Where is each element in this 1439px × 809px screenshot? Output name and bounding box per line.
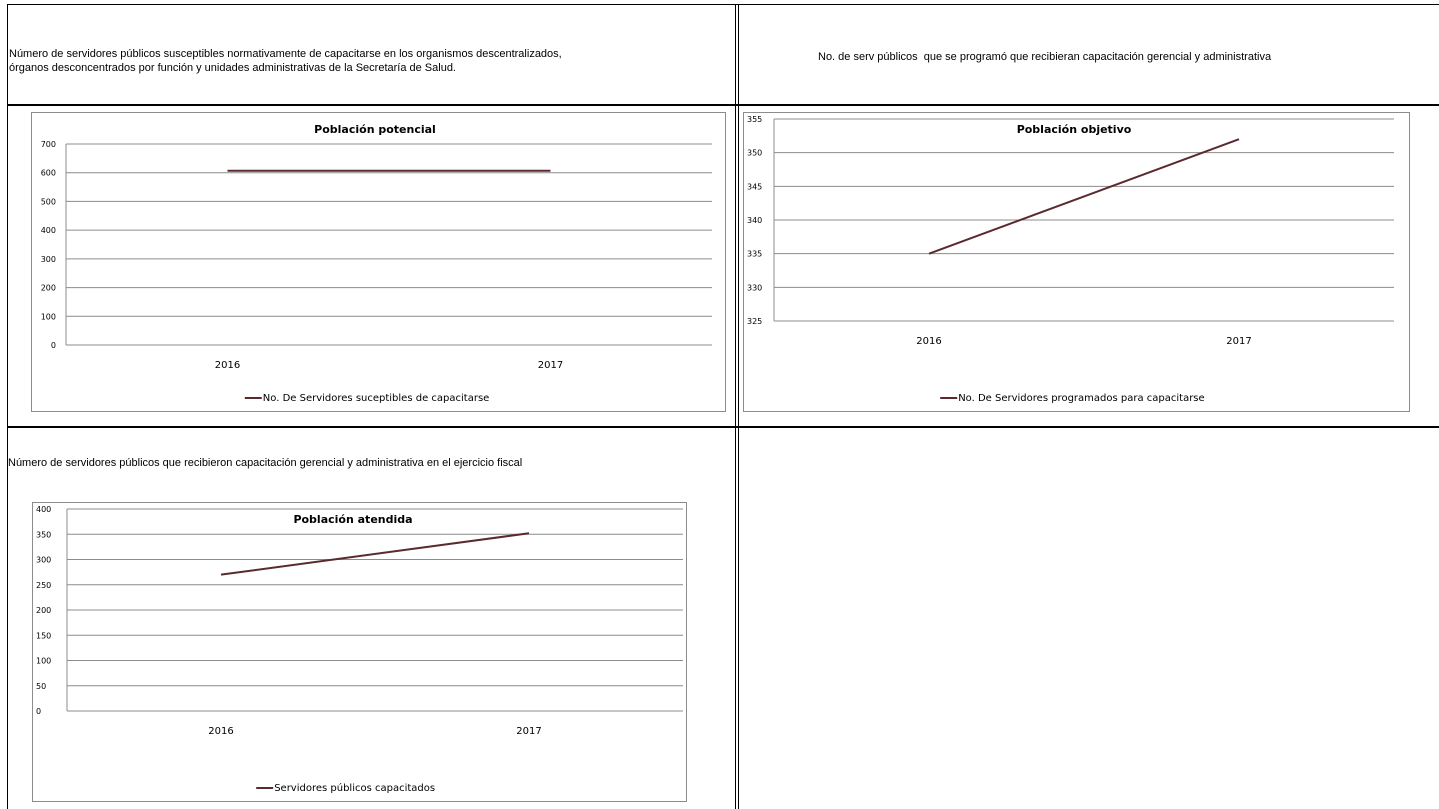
y-tick-label: 600 <box>41 169 56 178</box>
y-tick-label: 400 <box>41 226 56 235</box>
x-tick-label: 2016 <box>215 360 240 371</box>
y-tick-label: 335 <box>747 250 762 259</box>
y-tick-label: 330 <box>747 283 762 292</box>
y-tick-label: 100 <box>36 657 51 666</box>
y-tick-label: 350 <box>36 530 51 539</box>
y-tick-label: 200 <box>41 284 56 293</box>
legend-label: No. De Servidores suceptibles de capacit… <box>263 393 490 404</box>
table-column-divider <box>735 4 736 809</box>
table-top-border <box>7 4 1439 5</box>
y-tick-label: 0 <box>51 341 56 350</box>
y-tick-label: 400 <box>36 505 51 514</box>
x-tick-label: 2017 <box>538 360 563 371</box>
chart-served-population-svg: 0 50 100 150 200 250 300 350 400 2016 2017 Població… <box>36 505 683 794</box>
y-tick-label: 200 <box>36 606 51 615</box>
table-row-divider-2 <box>7 426 1439 428</box>
y-tick-label: 350 <box>747 149 762 158</box>
y-tick-label: 100 <box>41 312 56 321</box>
x-tick-label: 2016 <box>208 726 233 737</box>
y-tick-label: 700 <box>41 140 56 149</box>
table-left-border <box>7 4 8 809</box>
description-target-population: No. de serv públicos que se programó que… <box>818 51 1272 63</box>
chart-target-population: 325 330 335 340 345 350 355 2016 2017 Población o… <box>743 112 1410 412</box>
y-tick-label: 355 <box>747 115 762 124</box>
y-tick-label: 500 <box>41 197 56 206</box>
description-potential-population: Número de servidores públicos susceptibl… <box>9 47 734 75</box>
y-tick-label: 345 <box>747 182 762 191</box>
legend-label: No. De Servidores programados para capac… <box>958 393 1204 404</box>
y-tick-label: 325 <box>747 317 762 326</box>
chart-target-population-svg: 325 330 335 340 345 350 355 2016 2017 Población o… <box>747 115 1394 404</box>
chart-title: Población atendida <box>293 513 412 526</box>
chart-title: Población potencial <box>314 123 436 136</box>
x-tick-label: 2017 <box>1226 336 1251 347</box>
series-line <box>220 532 530 576</box>
y-tick-label: 300 <box>36 556 51 565</box>
y-tick-label: 250 <box>36 581 51 590</box>
y-tick-label: 50 <box>36 682 46 691</box>
y-tick-label: 300 <box>41 255 56 264</box>
table-row-divider-1 <box>7 104 1439 106</box>
chart-potential-population-svg: 0 100 200 300 400 500 600 700 2016 2017 Población … <box>41 123 712 404</box>
legend-label: Servidores públicos capacitados <box>274 782 435 794</box>
description-line-2: órganos desconcentrados por función y un… <box>9 62 456 74</box>
chart-served-population: 0 50 100 150 200 250 300 350 400 2016 2017 Població… <box>32 502 687 802</box>
chart-potential-population: 0 100 200 300 400 500 600 700 2016 2017 Población … <box>31 112 726 412</box>
y-tick-label: 0 <box>36 707 41 716</box>
series-line <box>928 138 1240 255</box>
x-tick-label: 2016 <box>916 336 941 347</box>
description-served-population: Número de servidores públicos que recibi… <box>8 457 523 469</box>
y-tick-label: 340 <box>747 216 762 225</box>
y-tick-label: 150 <box>36 631 51 640</box>
chart-title: Población objetivo <box>1017 123 1132 136</box>
x-tick-label: 2017 <box>516 726 541 737</box>
table-column-divider-double <box>738 4 739 809</box>
description-line-1: Número de servidores públicos susceptibl… <box>9 48 562 60</box>
